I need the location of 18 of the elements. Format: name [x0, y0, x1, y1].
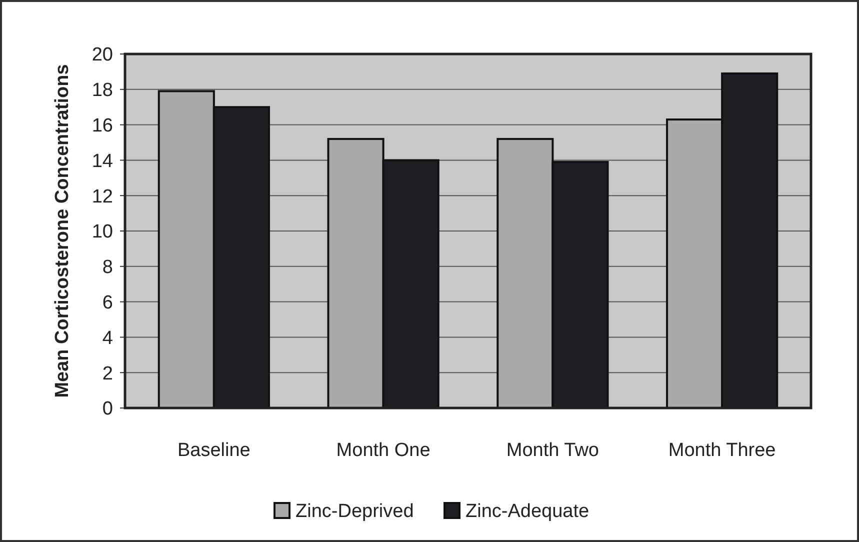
y-tick-label: 8 — [102, 257, 113, 278]
y-tick-label: 0 — [102, 398, 113, 420]
y-tick-label: 10 — [92, 222, 113, 243]
y-axis-title: Mean Corticosterone Concentrations — [52, 64, 73, 398]
y-tick-label: 2 — [102, 363, 113, 384]
x-tick-label: Month Three — [668, 440, 776, 461]
x-tick-label: Baseline — [177, 440, 250, 461]
y-tick-label: 18 — [92, 80, 113, 102]
y-tick-label: 4 — [102, 328, 114, 349]
legend-label: Zinc-Deprived — [296, 501, 414, 522]
y-tick-label: 6 — [102, 292, 113, 314]
legend-label: Zinc-Adequate — [466, 501, 590, 522]
y-tick-label: 14 — [92, 150, 114, 172]
y-tick-label: 16 — [92, 115, 113, 136]
y-tick-label: 20 — [92, 44, 113, 66]
x-tick-label: Month Two — [506, 440, 599, 461]
x-tick-label: Month One — [336, 440, 430, 461]
y-tick-label: 12 — [92, 186, 113, 208]
